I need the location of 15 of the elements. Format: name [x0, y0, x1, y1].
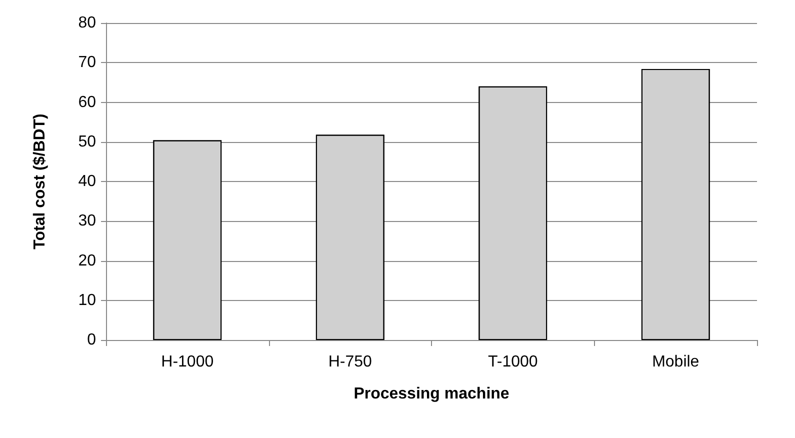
- y-tick-label: 0: [87, 332, 96, 348]
- y-axis-title: Total cost ($/BDT): [32, 114, 48, 250]
- y-tick-label: 80: [78, 14, 96, 32]
- y-tick-label: 10: [78, 292, 96, 309]
- x-tick-label: T-1000: [488, 354, 538, 370]
- y-tick-label: 30: [78, 212, 96, 230]
- y-tick-label: 60: [78, 94, 96, 111]
- y-tick-label: 40: [78, 173, 96, 190]
- y-tick-label: 20: [78, 252, 96, 270]
- x-tick-label: Mobile: [652, 354, 700, 370]
- x-tick-label: H-1000: [161, 354, 214, 370]
- x-tick-label: H-750: [328, 354, 372, 370]
- y-tick-label: 50: [78, 133, 96, 150]
- y-tick-label: 70: [78, 54, 96, 72]
- x-axis-title: Processing machine: [354, 386, 510, 402]
